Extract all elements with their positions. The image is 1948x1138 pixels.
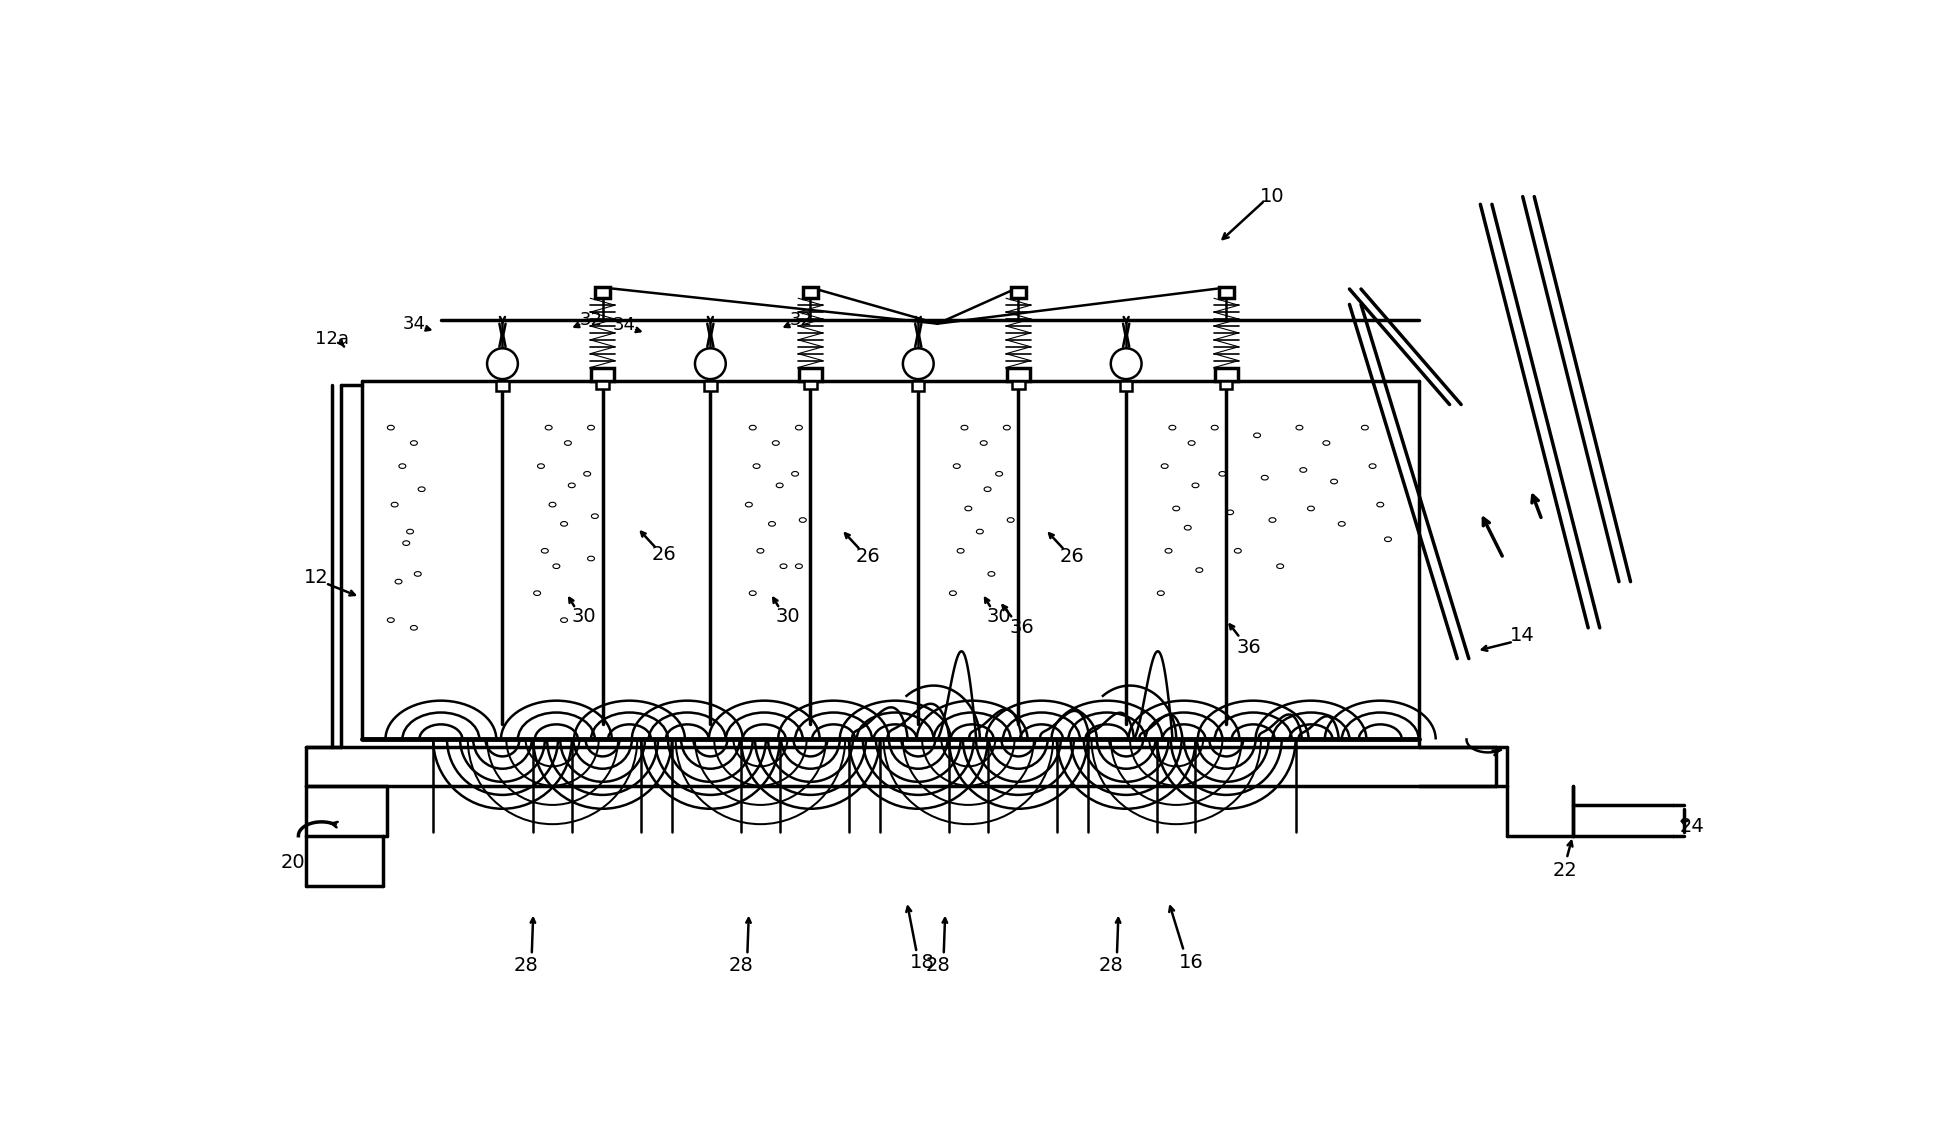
Text: 24: 24: [1679, 817, 1704, 836]
Circle shape: [902, 348, 933, 379]
Bar: [590, 368, 614, 381]
Text: 32: 32: [579, 311, 602, 329]
Bar: [594, 288, 610, 298]
Text: 14: 14: [1510, 626, 1535, 645]
Text: 28: 28: [1099, 956, 1124, 974]
Bar: [1120, 381, 1132, 390]
Bar: [805, 381, 816, 389]
Bar: [705, 381, 717, 390]
Text: 36: 36: [1009, 618, 1034, 637]
Text: 28: 28: [925, 956, 951, 974]
Text: 30: 30: [571, 607, 596, 626]
Text: 26: 26: [1060, 546, 1085, 566]
Text: 10: 10: [1260, 187, 1286, 206]
Text: 30: 30: [775, 607, 801, 626]
Text: 16: 16: [1179, 954, 1204, 972]
Text: 30: 30: [988, 607, 1011, 626]
Bar: [1219, 288, 1233, 298]
Bar: [799, 368, 822, 381]
Bar: [497, 381, 508, 390]
Text: 34: 34: [612, 316, 635, 335]
Bar: [596, 381, 608, 389]
Text: 32: 32: [789, 311, 812, 329]
Text: 20: 20: [281, 854, 306, 872]
Text: 22: 22: [1553, 860, 1578, 880]
Circle shape: [487, 348, 518, 379]
Text: 34: 34: [403, 315, 425, 332]
Text: 26: 26: [855, 546, 880, 566]
Bar: [912, 381, 925, 390]
Bar: [1216, 368, 1237, 381]
Circle shape: [1110, 348, 1142, 379]
Circle shape: [695, 348, 727, 379]
Text: 12: 12: [304, 568, 329, 587]
Text: 36: 36: [1237, 637, 1262, 657]
Text: 12a: 12a: [314, 330, 349, 348]
Bar: [1007, 368, 1030, 381]
Bar: [803, 288, 818, 298]
Text: 18: 18: [910, 954, 935, 972]
Bar: [1013, 381, 1025, 389]
Text: 28: 28: [512, 956, 538, 974]
Text: 28: 28: [729, 956, 754, 974]
Bar: [1011, 288, 1027, 298]
Text: 26: 26: [653, 545, 676, 564]
Bar: [1219, 381, 1233, 389]
